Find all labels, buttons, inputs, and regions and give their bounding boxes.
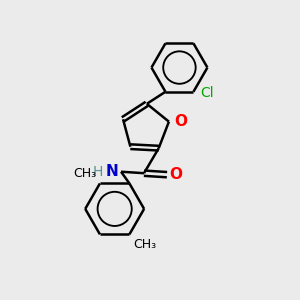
Text: O: O [174, 114, 187, 129]
Text: CH₃: CH₃ [73, 167, 96, 180]
Text: H: H [92, 165, 103, 179]
Text: N: N [106, 164, 119, 179]
Text: CH₃: CH₃ [133, 238, 156, 251]
Text: O: O [169, 167, 182, 182]
Text: Cl: Cl [200, 86, 214, 100]
